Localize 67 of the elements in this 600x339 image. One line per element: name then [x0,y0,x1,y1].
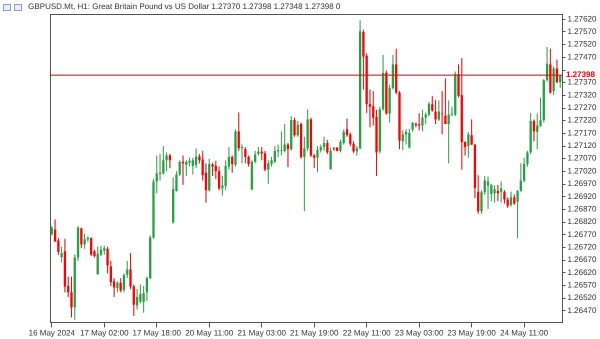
y-tick-label: 1.27470 [568,52,597,62]
y-tick-label: 1.26920 [568,192,597,201]
candlestick [438,100,440,122]
y-tick-label: 1.27170 [568,128,597,138]
x-tick-label: 22 May 11:00 [342,328,392,338]
x-tick-label: 16 May 2024 [28,328,76,338]
x-tick-label: 21 May 03:00 [237,328,287,338]
candlestick [559,74,562,88]
y-tick-label: 1.26670 [568,255,597,264]
candlestick [496,184,500,202]
y-tick-label: 1.27270 [568,103,597,112]
candlestick [238,112,240,152]
y-tick-label: 1.26570 [568,280,597,290]
candlestick [80,227,82,249]
candlestick [96,246,99,276]
x-tick-label: 23 May 03:00 [394,328,444,338]
y-tick-label: 1.27620 [568,14,597,24]
candlestick [486,176,490,210]
candlestick [120,278,122,293]
x-tick-label: 24 May 11:00 [500,328,549,338]
candlestick [60,246,63,263]
y-tick-label: 1.26720 [568,242,597,252]
y-tick-label: 1.26770 [568,230,597,239]
candlestick [326,139,328,154]
candlestick [500,181,502,204]
candlestick [240,144,244,164]
y-tick-label: 1.27020 [568,166,597,176]
y-tick-label: 1.26820 [568,217,597,226]
candlestick [448,100,450,164]
candlestick [83,234,86,250]
x-tick-label: 23 May 19:00 [447,328,496,338]
candlestick [116,280,119,293]
ref-line-label: 1.27398 [566,70,596,80]
candlestick [552,66,555,96]
candlestick [402,130,404,151]
x-tick-label: 20 May 11:00 [185,328,234,338]
candlestick [231,154,234,174]
candlestick [513,194,516,206]
y-tick-label: 1.26970 [568,179,597,188]
y-tick-label: 1.27370 [568,78,597,87]
y-tick-label: 1.26620 [568,268,597,277]
y-tick-label: 1.27320 [568,90,597,100]
candlestick [284,124,286,153]
y-tick-label: 1.27220 [568,116,597,125]
y-tick-label: 1.27070 [568,154,597,163]
y-tick-label: 1.26470 [568,306,597,315]
candlestick [244,146,246,164]
candlestick [168,153,172,169]
y-tick-label: 1.27570 [568,26,597,36]
candlestick [267,160,270,184]
y-tick-label: 1.27520 [568,40,597,49]
candlestick [185,160,188,176]
y-tick-label: 1.26870 [568,204,597,214]
candlestick [280,130,283,156]
x-tick-label: 17 May 02:00 [80,328,130,338]
candlestick [50,226,53,236]
y-tick-label: 1.27120 [568,141,597,150]
x-tick-label: 21 May 19:00 [290,328,339,338]
x-tick-label: 17 May 18:00 [132,328,182,338]
candlestick [536,113,538,150]
candlestick [296,120,299,138]
candlestick [274,146,276,164]
candlestick [332,146,336,152]
candlestick [90,236,92,257]
candlestick [467,131,470,158]
chart-title: GBPUSD.Mt, H1: Great Britain Pound vs US Dollar 1.27370 1.27398 1.27348 1.27398 0 [28,2,341,11]
y-tick-label: 1.26520 [568,293,597,302]
